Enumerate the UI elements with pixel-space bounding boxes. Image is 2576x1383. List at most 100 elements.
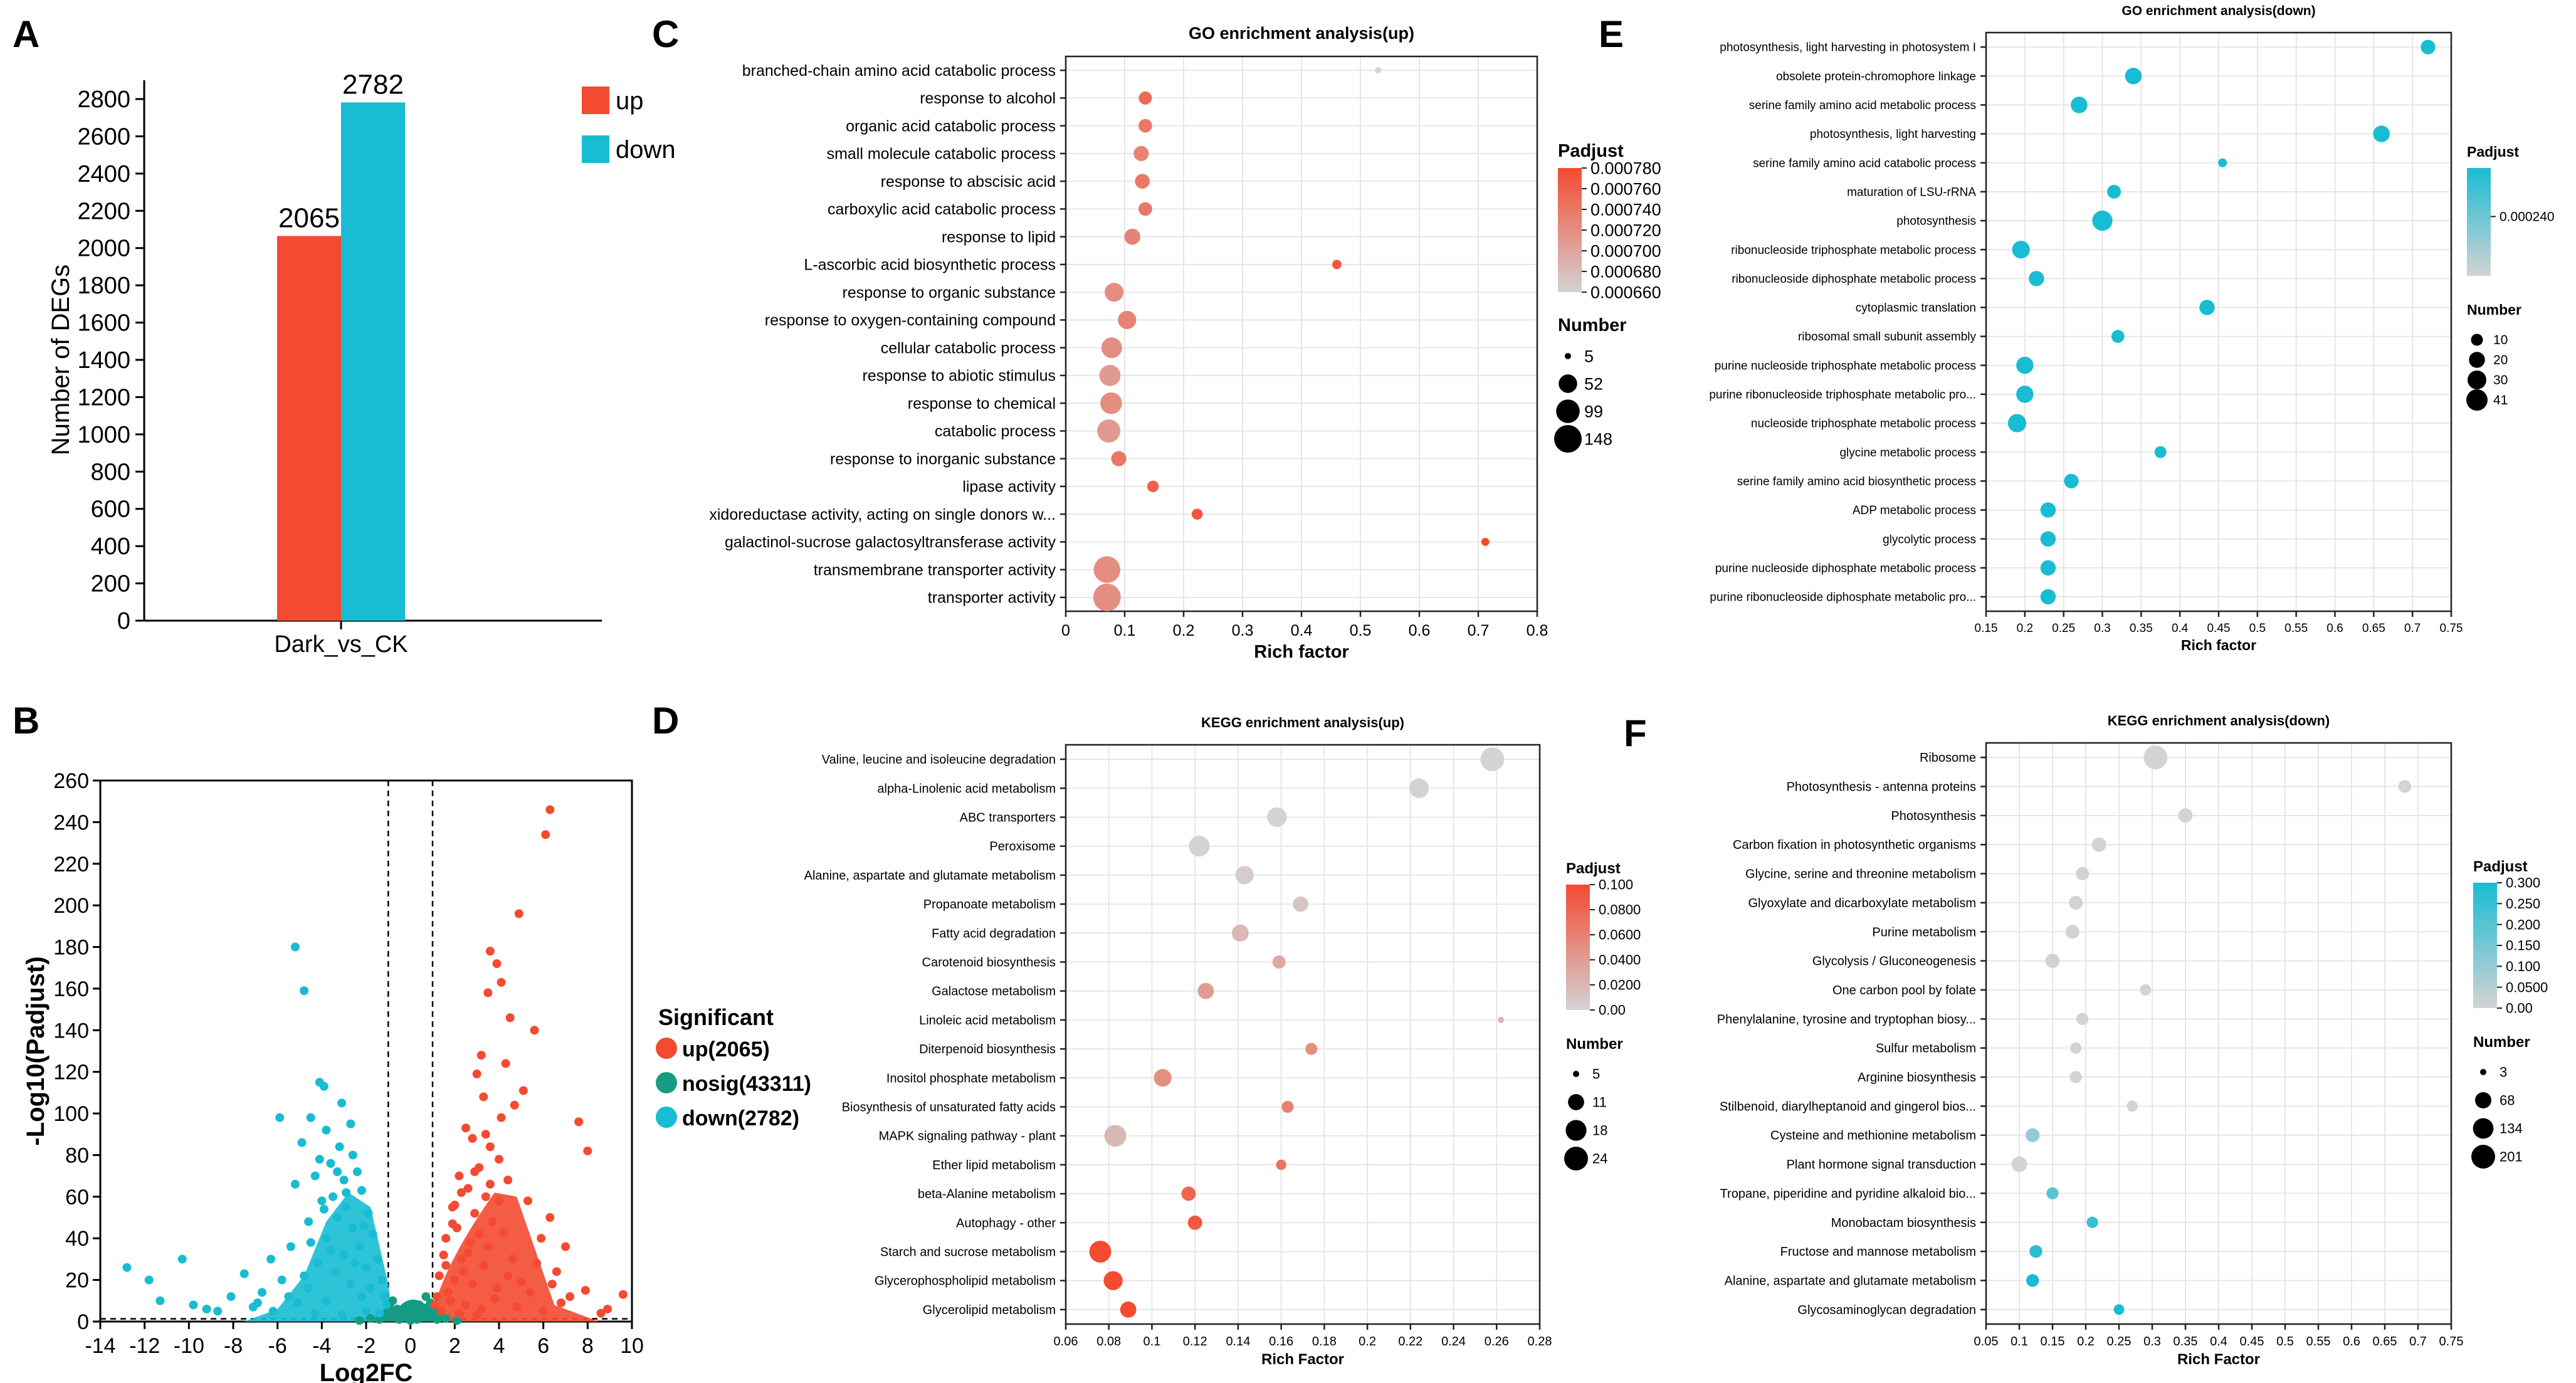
x-tick-label: 0.75: [2440, 622, 2463, 635]
up-point: [552, 1267, 561, 1276]
up-point: [565, 1292, 575, 1301]
down-point: [339, 1175, 349, 1185]
down-point: [319, 1081, 329, 1091]
down-point: [335, 1142, 344, 1152]
down-point: [364, 1209, 373, 1218]
y-tick-label: 240: [53, 811, 89, 834]
y-tick-label: 120: [53, 1061, 89, 1085]
panel-e-go-down-bubble-chart: GO enrichment analysis(down) photosynthes…: [1709, 4, 2554, 653]
enrichment-bubble: [1189, 836, 1210, 857]
down-point: [368, 1229, 377, 1239]
enrichment-bubble: [1480, 747, 1505, 772]
legend-swatch-up: [582, 87, 609, 114]
nosig-point: [414, 1300, 424, 1310]
color-legend-label: 0.0400: [1599, 952, 1641, 968]
category-label: Glycolysis / Gluconeogenesis: [1812, 955, 1976, 969]
enrichment-bubble: [1138, 118, 1152, 133]
down-point: [350, 1259, 360, 1268]
enrichment-bubble: [1100, 392, 1122, 414]
category-label: beta-Alanine metabolism: [918, 1187, 1056, 1201]
down-point: [268, 1307, 278, 1316]
enrichment-bubble: [2011, 1156, 2027, 1172]
size-legend-marker: [2471, 334, 2483, 346]
y-tick-label: 180: [53, 936, 89, 960]
up-point: [495, 1196, 503, 1206]
x-tick-label: 0.22: [1398, 1335, 1422, 1349]
y-tick-label: 2400: [77, 161, 130, 187]
up-point: [503, 1175, 513, 1185]
down-point: [372, 1254, 382, 1264]
up-point: [497, 1113, 506, 1122]
size-legend-marker: [2468, 371, 2486, 389]
down-point: [213, 1307, 223, 1316]
nosig-point: [392, 1305, 402, 1314]
down-point: [337, 1098, 347, 1108]
chart-title: GO enrichment analysis(up): [1189, 24, 1414, 43]
nosig-point: [375, 1315, 384, 1324]
size-legend-label: 134: [2500, 1121, 2523, 1137]
x-tick-label: 0.06: [1054, 1335, 1078, 1349]
up-point: [441, 1261, 451, 1270]
up-point: [485, 947, 495, 956]
enrichment-bubble: [2076, 1012, 2089, 1025]
up-point: [434, 1271, 444, 1280]
size-legend-marker: [2480, 1069, 2486, 1075]
category-label: response to lipid: [942, 228, 1056, 246]
enrichment-bubble: [1138, 202, 1152, 216]
down-point: [359, 1221, 369, 1231]
x-tick-label: 0.7: [1468, 622, 1490, 639]
enrichment-bubble: [1118, 310, 1137, 329]
legend-marker: [656, 1107, 677, 1128]
category-label: Glyoxylate and dicarboxylate metabolism: [1748, 897, 1976, 910]
category-label: Biosynthesis of unsaturated fatty acids: [842, 1101, 1056, 1115]
color-legend-label: 0.000660: [1590, 283, 1661, 302]
x-tick-label: Dark_vs_CK: [274, 631, 407, 658]
color-legend-title: Padjust: [1558, 141, 1624, 161]
color-legend-bar: [1558, 168, 1582, 292]
x-tick-label: 0.45: [2207, 622, 2231, 635]
enrichment-bubble: [1135, 174, 1150, 189]
enrichment-bubble: [2016, 386, 2034, 403]
up-point: [512, 1302, 522, 1312]
enrichment-bubble: [2125, 67, 2142, 85]
up-point: [497, 977, 506, 987]
up-point: [574, 1117, 584, 1127]
enrichment-bubble: [1332, 260, 1342, 270]
legend-label: down(2782): [682, 1107, 799, 1130]
enrichment-bubble: [1235, 866, 1254, 885]
size-legend-marker: [1554, 425, 1582, 453]
x-axis-title: Rich Factor: [1261, 1351, 1344, 1368]
color-legend-title: Padjust: [2467, 144, 2519, 160]
category-label: Plant hormone signal transduction: [1787, 1158, 1976, 1172]
enrichment-bubble: [1154, 1069, 1172, 1087]
x-tick-label: 0.55: [2306, 1335, 2331, 1349]
category-label: Cysteine and methionine metabolism: [1770, 1129, 1976, 1143]
down-point: [348, 1223, 357, 1233]
enrichment-bubble: [1099, 364, 1121, 386]
down-point: [202, 1305, 211, 1314]
x-tick-label: 0.1: [2011, 1335, 2028, 1349]
legend-marker: [656, 1038, 677, 1059]
enrichment-bubble: [2421, 39, 2436, 55]
size-legend-marker: [1559, 374, 1577, 393]
enrichment-bubble: [1097, 419, 1121, 443]
x-tick-label: 0.2: [2077, 1335, 2095, 1349]
chart-title: KEGG enrichment analysis(down): [2108, 713, 2330, 728]
down-point: [239, 1269, 249, 1278]
down-point: [257, 1288, 266, 1297]
x-tick-label: 0.1: [1114, 622, 1136, 639]
down-point: [348, 1150, 357, 1160]
color-legend-label: 0.000740: [1590, 201, 1661, 219]
up-point: [437, 1307, 446, 1316]
down-point: [304, 1283, 313, 1293]
y-tick-label: 800: [91, 459, 130, 485]
size-legend-marker: [1564, 1147, 1588, 1170]
nosig-point: [433, 1315, 442, 1324]
color-legend-label: 0.100: [1599, 877, 1633, 893]
enrichment-bubble: [2040, 589, 2056, 605]
x-tick-label: 0.6: [1409, 622, 1431, 639]
enrichment-bubble: [2064, 473, 2079, 488]
y-axis-title: -Log10(Padjust): [22, 956, 50, 1145]
down-point: [275, 1113, 285, 1122]
